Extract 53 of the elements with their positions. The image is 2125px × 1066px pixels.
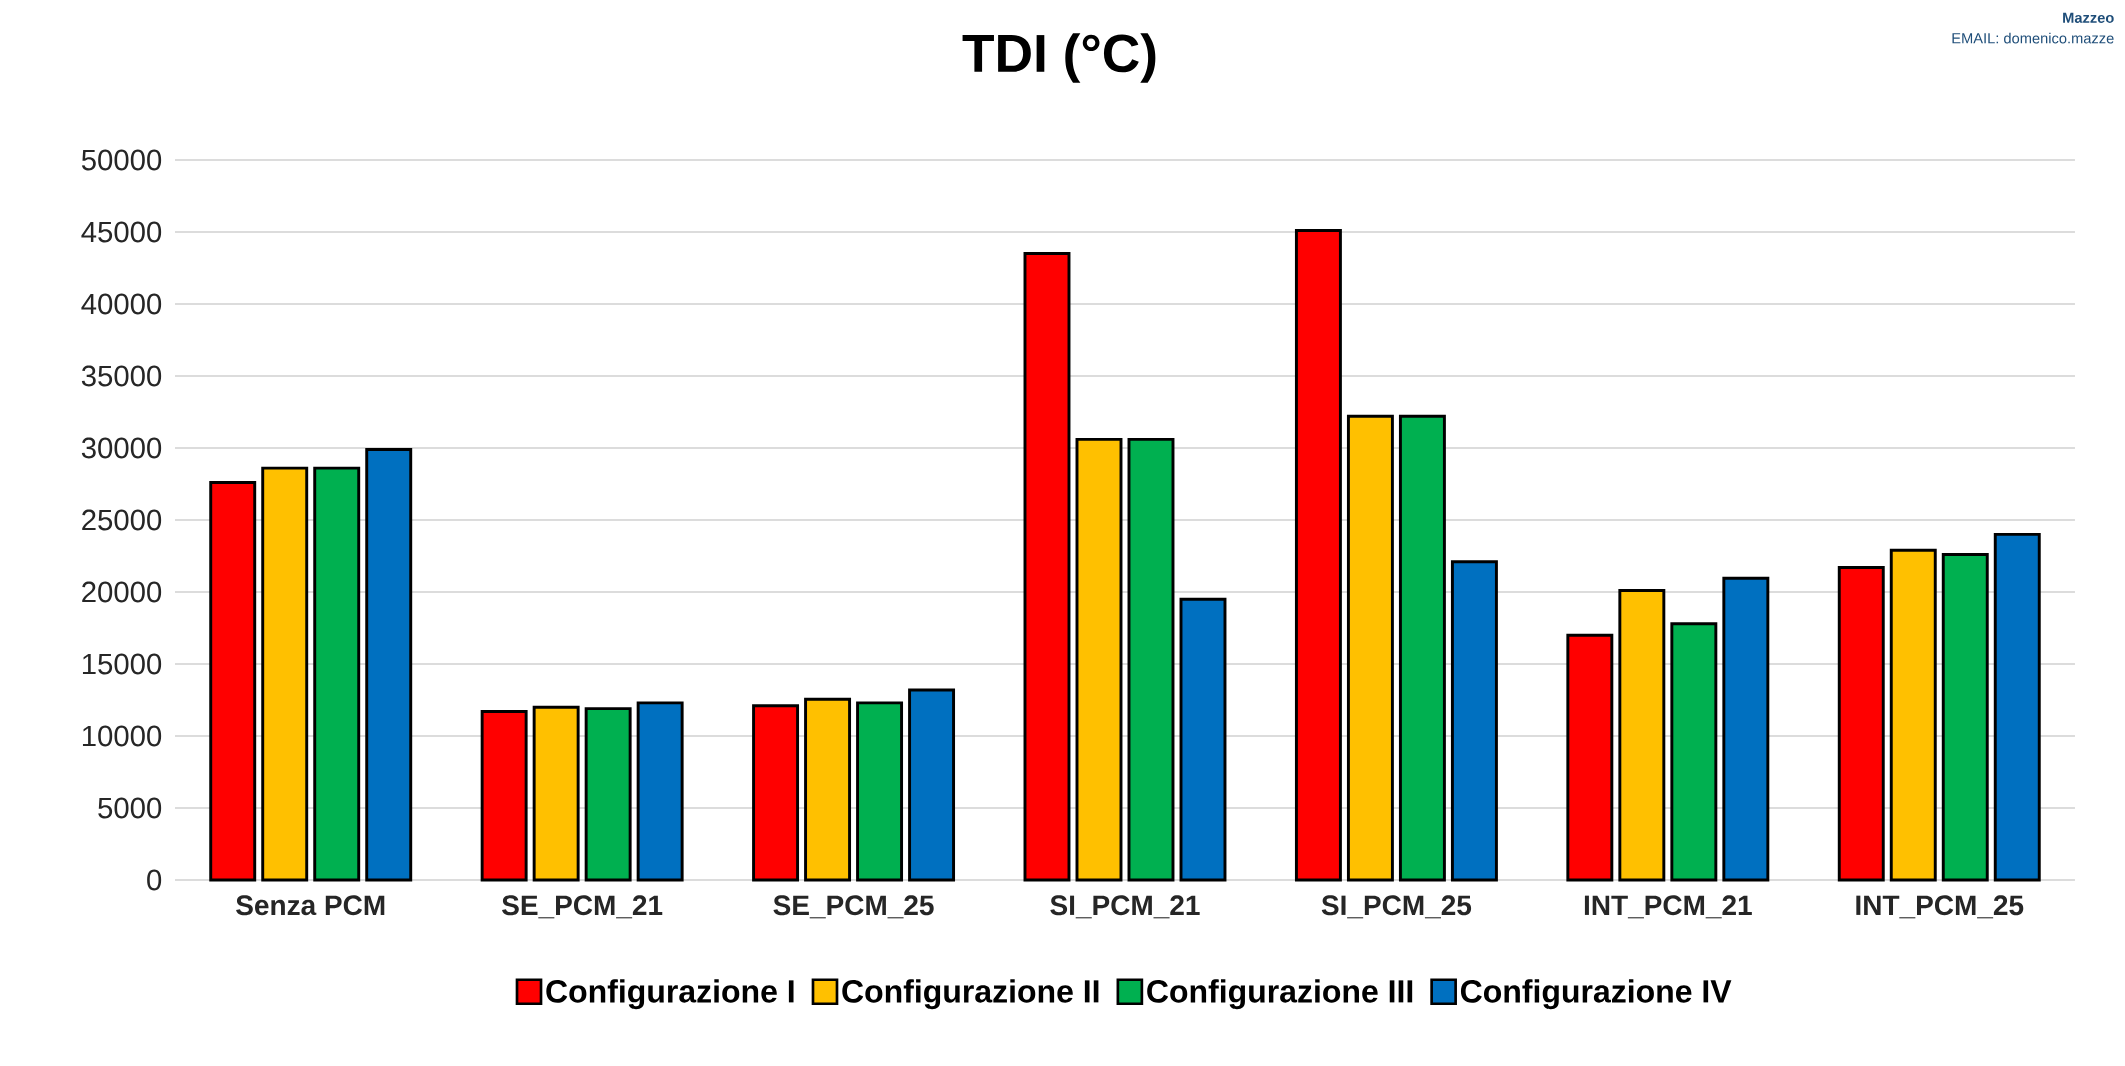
bar: [1179, 597, 1227, 882]
y-tick-label: 10000: [82, 725, 162, 747]
y-tick-label: 25000: [82, 509, 162, 531]
text: EMAIL: domenico.mazze: [1952, 32, 2114, 44]
bar: [1023, 252, 1071, 882]
bar: [365, 447, 413, 882]
bar: [313, 466, 361, 882]
bar: [1127, 437, 1175, 882]
bar: [1889, 548, 1937, 882]
bar: [636, 701, 684, 882]
bar: [1294, 229, 1342, 882]
y-tick-label: 5000: [98, 797, 162, 819]
y-tick-label: 30000: [81, 437, 162, 459]
bar: [1618, 589, 1666, 882]
bar: [1837, 566, 1885, 882]
x-tick-label: SE_PCM_25: [773, 895, 934, 919]
chart-title: TDI (°C): [962, 33, 1156, 83]
bar: [1993, 532, 2041, 882]
bar: [1941, 553, 1989, 882]
bar: [1670, 622, 1718, 882]
legend-label: Configurazione IV: [1460, 979, 1732, 1010]
bar: [1075, 437, 1123, 882]
y-tick-label: 15000: [82, 653, 162, 675]
y-tick-label: 40000: [81, 293, 162, 315]
bar: [908, 688, 956, 882]
y-tick-label: 0: [147, 869, 162, 891]
x-tick-label: INT_PCM_21: [1584, 895, 1752, 919]
bar: [856, 701, 904, 882]
legend-label: Configurazione I: [546, 979, 794, 1010]
bar: [1346, 414, 1394, 882]
y-tick-label: 50000: [81, 149, 162, 171]
bar: [752, 704, 800, 882]
x-tick-label: Senza PCM: [236, 895, 385, 916]
bar: [480, 710, 528, 882]
bar: [1450, 560, 1498, 882]
bar: [1722, 576, 1770, 882]
legend-label: Configurazione III: [1147, 979, 1413, 1010]
legend-label: Configurazione II: [842, 979, 1099, 1010]
text: Mazzeo: [2063, 12, 2114, 23]
y-tick-label: 35000: [81, 365, 162, 387]
bar: [261, 466, 309, 882]
x-tick-label: INT_PCM_25: [1856, 895, 2024, 919]
x-tick-label: SI_PCM_21: [1050, 895, 1200, 919]
x-tick-label: SE_PCM_21: [502, 895, 663, 919]
bar: [584, 707, 632, 882]
x-tick-label: SI_PCM_25: [1321, 895, 1472, 919]
bar: [532, 705, 580, 882]
y-tick-label: 45000: [81, 221, 162, 243]
y-tick-label: 20000: [82, 581, 162, 603]
bar: [209, 481, 257, 882]
bar: [1398, 414, 1446, 882]
bar: [1566, 633, 1614, 882]
bar: [804, 697, 852, 882]
